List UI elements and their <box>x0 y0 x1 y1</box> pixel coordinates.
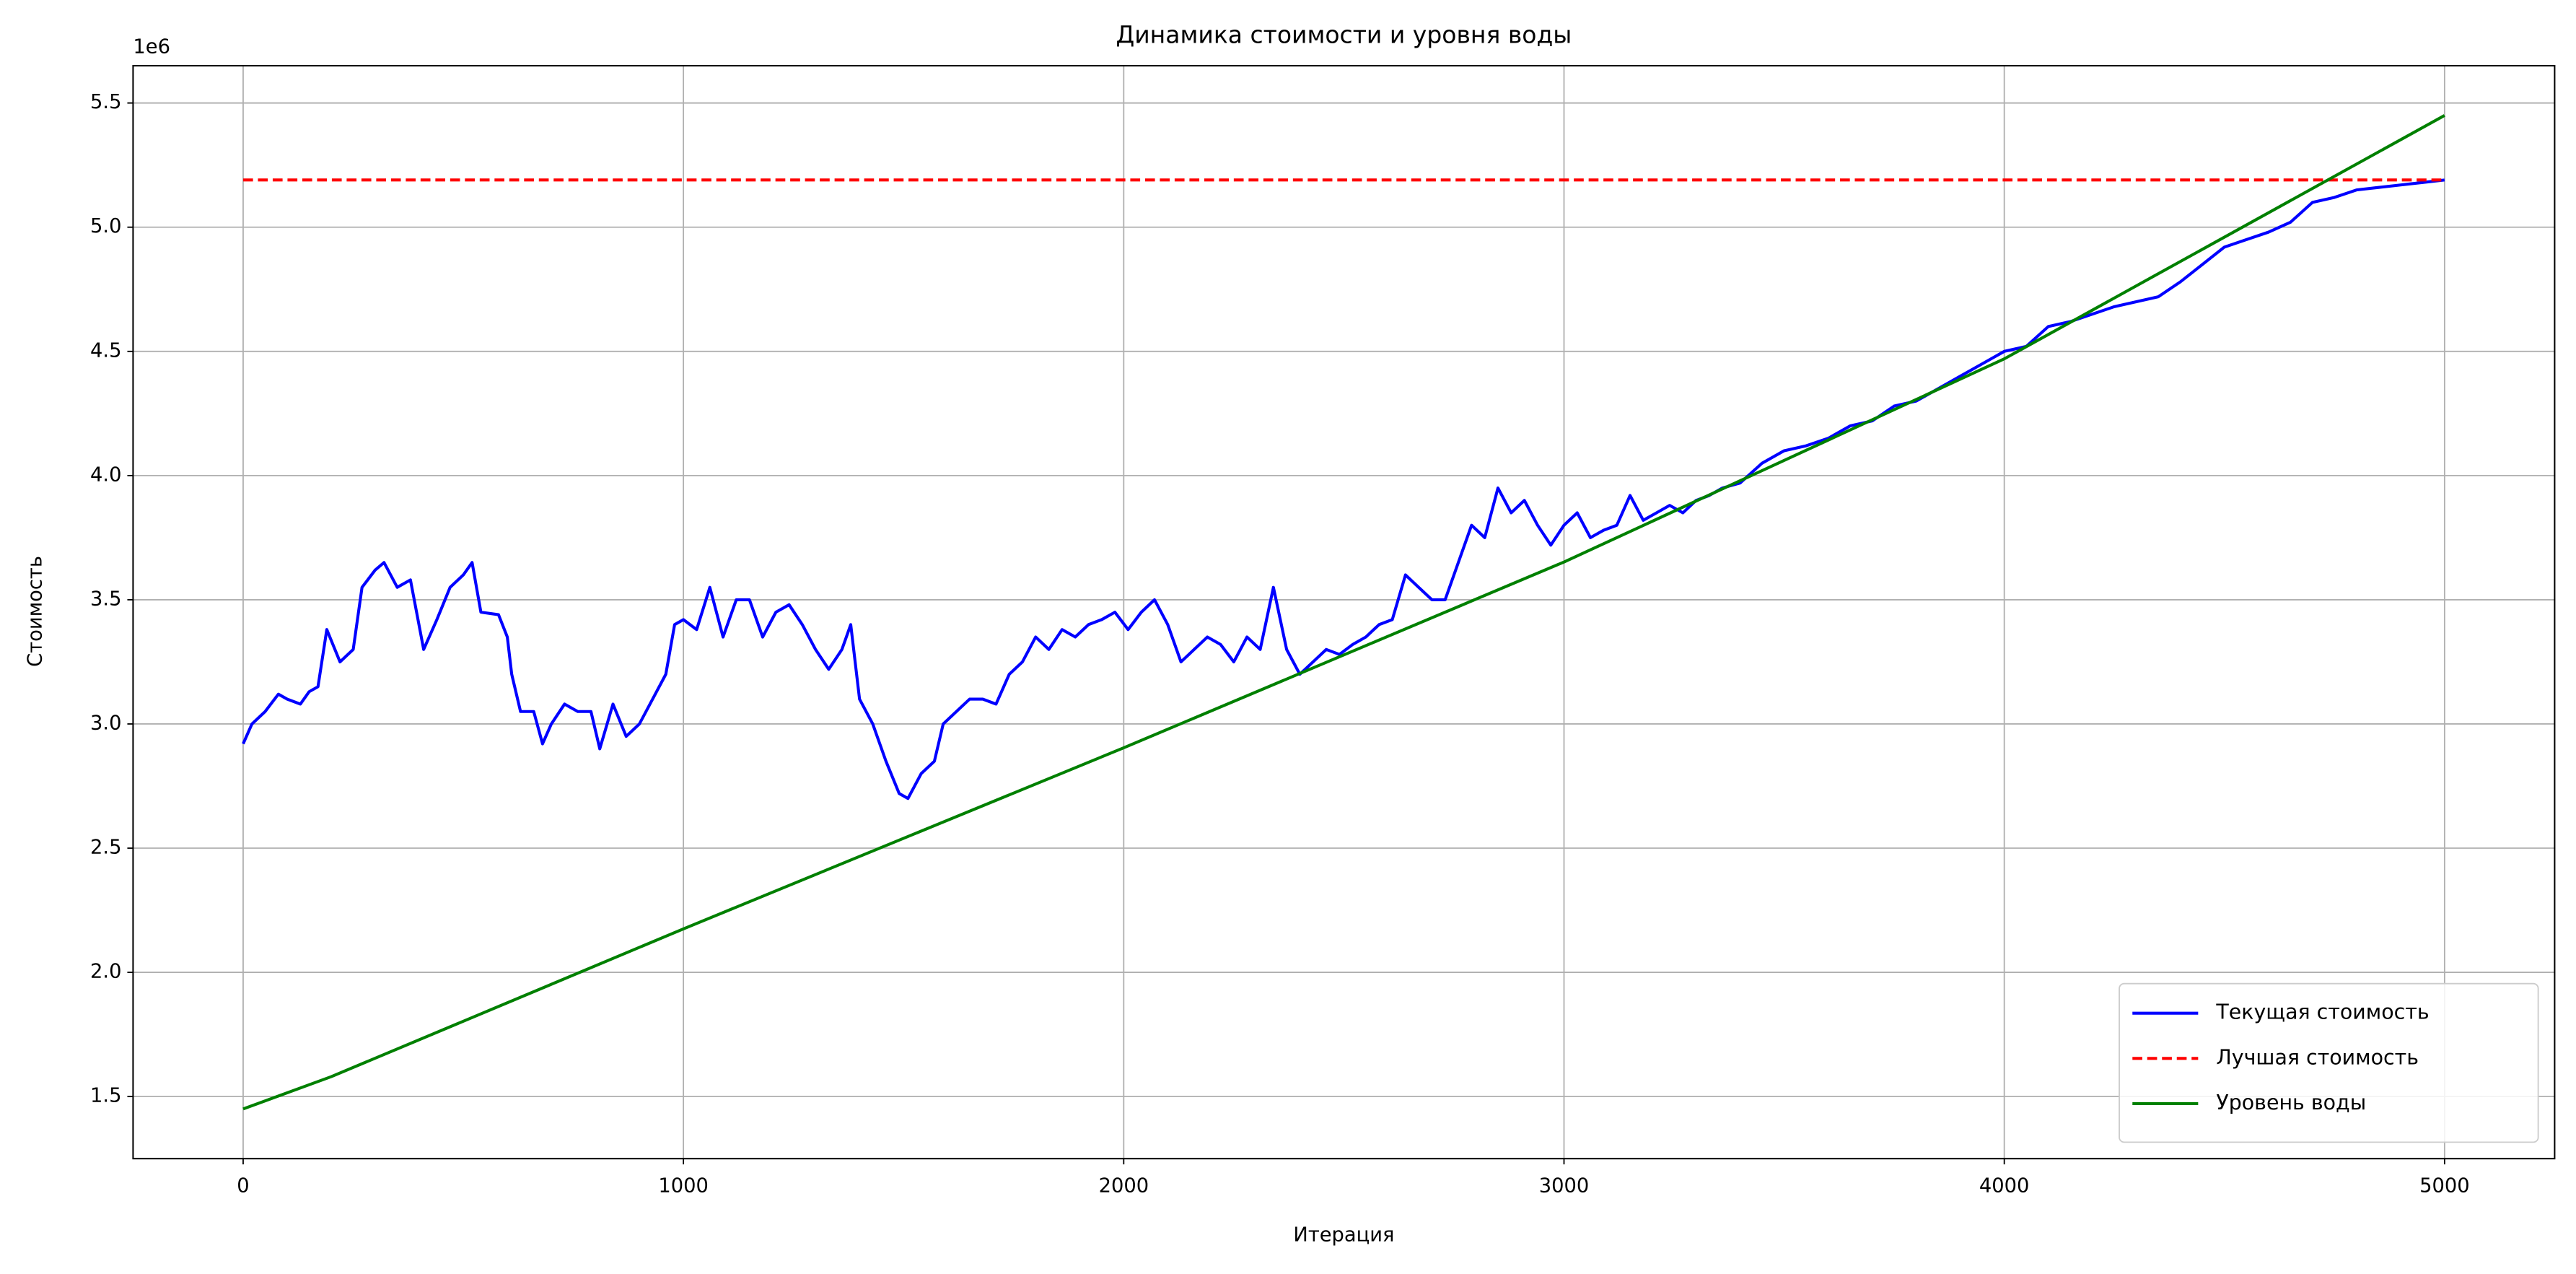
legend-label: Текущая стоимость <box>2215 1000 2429 1024</box>
x-tick-label: 3000 <box>1539 1174 1590 1197</box>
y-tick-label: 1.5 <box>90 1085 121 1107</box>
x-tick-label: 4000 <box>1979 1174 2030 1197</box>
y-tick-label: 3.0 <box>90 712 121 734</box>
y-tick-label: 2.0 <box>90 961 121 983</box>
series-line <box>242 114 2445 1111</box>
y-tick-label: 5.0 <box>90 215 121 237</box>
x-tick-label: 5000 <box>2419 1174 2470 1197</box>
x-axis-label: Итерация <box>1293 1224 1394 1247</box>
y-tick-label: 4.5 <box>90 339 121 362</box>
series-line <box>242 178 2445 800</box>
legend-label: Лучшая стоимость <box>2216 1045 2419 1069</box>
x-tick-label: 0 <box>237 1174 249 1197</box>
chart-title: Динамика стоимости и уровня воды <box>1116 21 1572 49</box>
legend-box <box>2119 982 2539 1143</box>
x-tick-label: 1000 <box>658 1174 709 1197</box>
y-tick-label: 3.5 <box>90 588 121 610</box>
y-tick-label: 5.5 <box>90 91 121 113</box>
y-axis-label: Стоимость <box>25 556 47 667</box>
y-tick-label: 4.0 <box>90 463 121 486</box>
legend-label: Уровень воды <box>2216 1091 2366 1114</box>
plot-frame <box>132 65 2556 1160</box>
y-tick-label: 2.5 <box>90 837 121 859</box>
y-offset-label: 1e6 <box>133 36 170 58</box>
x-tick-label: 2000 <box>1099 1174 1149 1197</box>
